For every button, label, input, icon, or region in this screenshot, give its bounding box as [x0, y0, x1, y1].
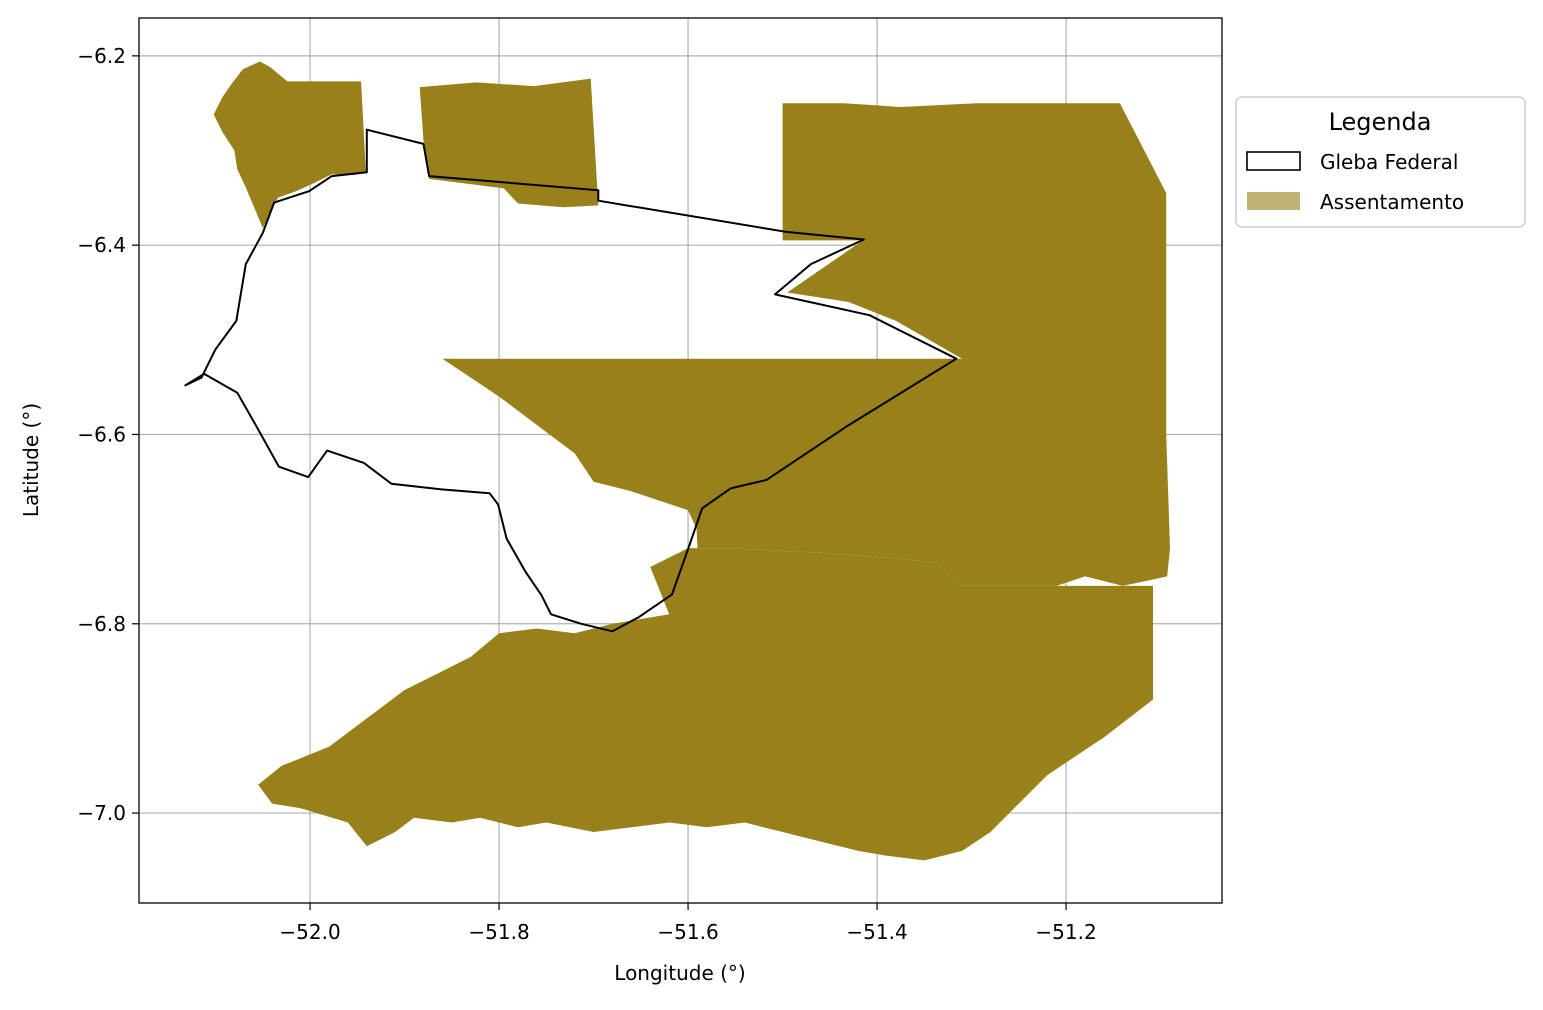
legend-assentamento-swatch: [1247, 192, 1300, 210]
assentamento-polygon-0: [213, 61, 366, 229]
x-tick-label-2: −51.6: [657, 920, 718, 944]
legend-assentamento-label: Assentamento: [1320, 190, 1464, 214]
x-tick-label-1: −51.8: [468, 920, 529, 944]
legend: Legenda Gleba Federal Assentamento: [1235, 96, 1526, 228]
x-tick-label-0: −52.0: [279, 920, 340, 944]
y-axis-label: Latitude (°): [19, 403, 43, 517]
y-tick-label-1: −6.4: [77, 233, 126, 257]
x-tick-label-4: −51.2: [1035, 920, 1096, 944]
plot-frame: [138, 17, 1223, 904]
y-tick-label-2: −6.6: [77, 422, 126, 446]
axis-ticks: −52.0 −51.8 −51.6 −51.4 −51.2 −6.2 −6.4 −6.6 −6.…: [77, 44, 1096, 944]
legend-box: [1235, 96, 1526, 228]
y-tick-label-3: −6.8: [77, 612, 126, 636]
assentamento-polygon-1: [419, 78, 599, 208]
gleba-federal-polygon-0: [184, 128, 958, 633]
x-axis-label: Longitude (°): [614, 961, 745, 985]
legend-gleba-swatch: [1246, 151, 1301, 171]
y-tick-label-0: −6.2: [77, 44, 126, 68]
x-tick-label-3: −51.4: [846, 920, 907, 944]
assentamento-polygon-2: [442, 103, 1170, 586]
y-tick-label-4: −7.0: [77, 801, 126, 825]
assentamento-polygon-3: [258, 548, 1154, 861]
map-layers: [184, 61, 1170, 861]
legend-gleba-label: Gleba Federal: [1320, 150, 1458, 174]
legend-title: Legenda: [1329, 108, 1432, 136]
